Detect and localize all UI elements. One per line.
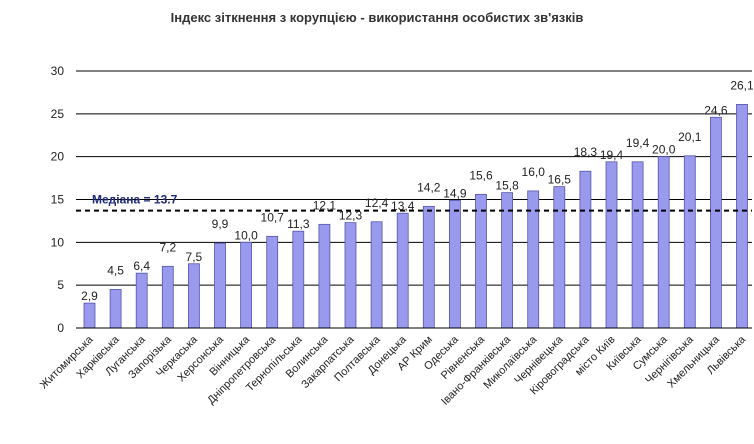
data-label: 2,9 [81,289,98,303]
x-axis-labels: ЖитомирськаХарківськаЛуганськаЗапорізька… [38,333,749,408]
data-label: 18,3 [574,145,598,159]
data-label: 10,0 [234,228,258,242]
bar [684,156,695,328]
data-label: 9,9 [212,217,229,231]
data-label: 12,3 [339,209,363,223]
data-label: 19,4 [600,148,624,162]
data-label: 16,0 [522,165,546,179]
bar [710,117,721,328]
bar [502,193,513,328]
data-label: 20,0 [652,143,676,157]
bar [215,243,226,328]
bar [319,224,330,328]
data-label: 26,1 [730,78,754,92]
bar [423,206,434,328]
bar [371,222,382,328]
bar [241,242,252,328]
bar [554,187,565,328]
data-label: 7,5 [186,250,203,264]
y-axis-ticks: 0 5 10 15 20 25 30 [51,64,65,335]
y-tick-label: 15 [51,193,65,207]
data-label: 16,5 [548,173,572,187]
bar [580,171,591,328]
bar [476,194,487,328]
bar [632,162,643,328]
bar [110,289,121,328]
y-tick-label: 20 [51,150,65,164]
bar [136,273,147,328]
bar [293,231,304,328]
gridlines [76,71,752,285]
data-label: 13,4 [391,199,415,213]
data-label: 24,6 [704,103,728,117]
bar [188,264,199,328]
bar [397,213,408,328]
data-label: 14,2 [417,180,441,194]
data-label: 12,4 [365,196,389,210]
data-label: 15,8 [495,179,519,193]
y-tick-label: 0 [57,321,64,335]
y-tick-label: 25 [51,107,65,121]
data-label: 19,4 [626,136,650,150]
data-label: 11,3 [287,217,310,231]
data-label: 14,9 [443,186,467,200]
median-label: Медіана = 13.7 [92,193,178,207]
data-labels: 2,9 4,5 6,4 7,2 7,5 9,9 10,010,7 11,312,112,312… [81,78,754,303]
data-label: 7,2 [159,240,176,254]
y-tick-label: 5 [57,278,64,292]
data-label: 10,7 [261,210,285,224]
data-label: 15,6 [469,168,493,182]
data-label: 4,5 [107,263,124,277]
y-tick-label: 10 [51,235,65,249]
data-label: 12,1 [313,198,337,212]
data-label: 6,4 [133,259,150,273]
bar [737,104,748,328]
data-label: 20,1 [678,130,702,144]
bar [267,236,278,328]
bar [162,266,173,328]
bar [449,200,460,328]
y-tick-label: 30 [51,64,65,78]
bar [658,157,669,328]
bar [84,303,95,328]
bar [606,162,617,328]
bar [345,223,356,328]
